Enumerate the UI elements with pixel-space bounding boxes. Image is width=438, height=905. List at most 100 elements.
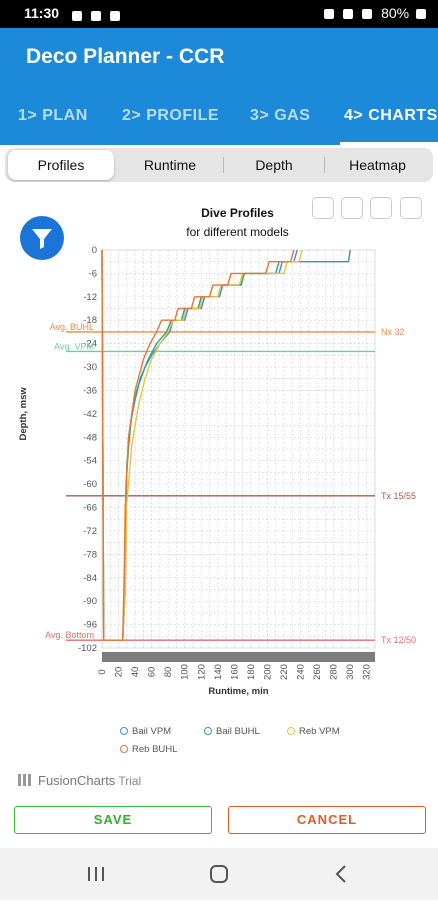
legend-label: Reb VPM	[299, 726, 340, 737]
chart-type-selector: Profiles Runtime Depth Heatmap	[5, 148, 433, 182]
back-icon[interactable]	[335, 865, 346, 883]
x-tick-label: 160	[229, 664, 240, 680]
reference-label: Avg. Bottom	[45, 630, 94, 640]
tab-indicator	[340, 142, 438, 145]
pin-icon[interactable]	[370, 197, 392, 219]
y-tick-label: -12	[83, 292, 97, 303]
gallery-icon	[109, 11, 120, 22]
battery-level: 80%	[381, 5, 410, 21]
series-line	[101, 249, 295, 641]
alarm-icon	[324, 9, 335, 20]
x-tick-label: 140	[213, 664, 224, 680]
status-time: 11:30	[24, 5, 60, 21]
zoom-icon[interactable]	[312, 197, 334, 219]
nav-buttons	[88, 865, 346, 883]
reference-label: Tx 15/55	[381, 491, 416, 501]
chart-container: 0 -6 -12 -18 -24 -30 -36 -42 -48 -54 -60 -66 -72 -78 -…	[0, 190, 438, 765]
x-tick-label: 320	[362, 664, 373, 680]
y-tick-label: -72	[83, 526, 97, 537]
subtab-profiles[interactable]: Profiles	[8, 150, 114, 180]
message-icon	[90, 11, 101, 22]
x-tick-label: 200	[262, 664, 273, 680]
credit-brand: FusionCharts	[38, 773, 116, 788]
y-tick-label: -48	[83, 432, 97, 443]
chart-title: Dive Profiles	[201, 206, 274, 220]
segment-divider	[223, 157, 224, 173]
app-title: Deco Planner - CCR	[26, 45, 225, 68]
y-tick-label: -24	[83, 339, 97, 350]
y-tick-label: -42	[83, 409, 97, 420]
x-tick-label: 280	[329, 664, 340, 680]
notification-icons	[72, 7, 125, 23]
x-tick-label: 240	[296, 664, 307, 680]
filter-button[interactable]	[20, 216, 64, 260]
reference-label: Nx 32	[381, 327, 405, 337]
recent-apps-icon[interactable]	[88, 867, 104, 881]
menu-icon[interactable]	[400, 197, 422, 219]
legend-item[interactable]: Bail VPM	[120, 726, 171, 737]
wifi-icon	[343, 9, 354, 20]
plot-border	[101, 249, 376, 649]
photo-icon	[72, 11, 82, 22]
fusioncharts-credit[interactable]: FusionCharts Trial	[18, 773, 141, 788]
y-tick-label: -78	[83, 549, 97, 560]
dive-profiles-chart[interactable]: 0 -6 -12 -18 -24 -30 -36 -42 -48 -54 -60 -66 -72 -78 -…	[0, 190, 438, 765]
y-tick-label: -60	[83, 479, 97, 490]
x-tick-label: 40	[130, 667, 141, 678]
y-tick-label: -6	[89, 268, 97, 279]
x-tick-label: 300	[345, 664, 356, 680]
x-axis-title: Runtime, min	[208, 686, 268, 697]
y-tick-label: -36	[83, 385, 97, 396]
cancel-button[interactable]: CANCEL	[228, 806, 426, 834]
x-tick-label: 260	[312, 664, 323, 680]
tab-charts[interactable]: 4> CHARTS	[344, 107, 438, 124]
subtab-heatmap[interactable]: Heatmap	[349, 157, 406, 173]
home-icon[interactable]	[210, 865, 228, 883]
x-tick-label: 80	[163, 667, 174, 678]
status-right: 80%	[324, 5, 426, 21]
y-axis-title: Depth, msw	[18, 387, 29, 441]
fusioncharts-logo-icon	[18, 774, 32, 786]
segment-divider	[324, 157, 325, 173]
reference-label: Tx 12/50	[381, 635, 416, 645]
legend-marker	[287, 727, 295, 735]
x-tick-label: 100	[180, 664, 191, 680]
subtab-depth[interactable]: Depth	[255, 157, 293, 173]
tab-profile[interactable]: 2> PROFILE	[122, 107, 220, 124]
system-nav-bar	[0, 848, 438, 900]
legend-label: Bail VPM	[132, 726, 172, 737]
reference-label: Avg. VPM	[54, 341, 94, 351]
x-tick-label: 60	[147, 667, 158, 678]
chart-scrollbar	[102, 652, 375, 662]
credit-trial: Trial	[118, 774, 142, 788]
chart-subtitle: for different models	[186, 225, 289, 239]
legend-marker	[120, 745, 128, 753]
legend-marker	[204, 727, 212, 735]
status-bar: 11:30 80%	[0, 0, 438, 28]
legend-marker	[120, 727, 128, 735]
legend-item[interactable]: Reb VPM	[287, 726, 340, 737]
x-tick-label: 220	[279, 664, 290, 680]
x-tick-label: 0	[97, 669, 108, 674]
signal-icon	[362, 9, 373, 20]
tab-gas[interactable]: 3> GAS	[250, 107, 311, 124]
x-tick-label: 120	[196, 664, 207, 680]
y-tick-label: -66	[83, 503, 97, 514]
subtab-runtime[interactable]: Runtime	[143, 157, 197, 173]
legend-item[interactable]: Reb BUHL	[120, 744, 177, 755]
reset-icon[interactable]	[341, 197, 363, 219]
main-tabs: 1> PLAN 2> PROFILE 3> GAS 4> CHARTS	[0, 85, 438, 145]
y-tick-label: -90	[83, 596, 97, 607]
y-tick-label: -84	[83, 573, 97, 584]
legend-item[interactable]: Bail BUHL	[204, 726, 260, 737]
battery-icon	[416, 9, 426, 20]
y-tick-label: -54	[83, 456, 97, 467]
y-tick-label: -102	[78, 643, 97, 654]
x-tick-label: 180	[246, 664, 257, 680]
y-tick-label: -18	[83, 315, 97, 326]
save-button[interactable]: SAVE	[14, 806, 212, 834]
y-tick-label: -96	[83, 620, 97, 631]
legend-label: Reb BUHL	[132, 744, 178, 755]
app-bar: Deco Planner - CCR	[0, 28, 438, 85]
tab-plan[interactable]: 1> PLAN	[18, 107, 88, 124]
